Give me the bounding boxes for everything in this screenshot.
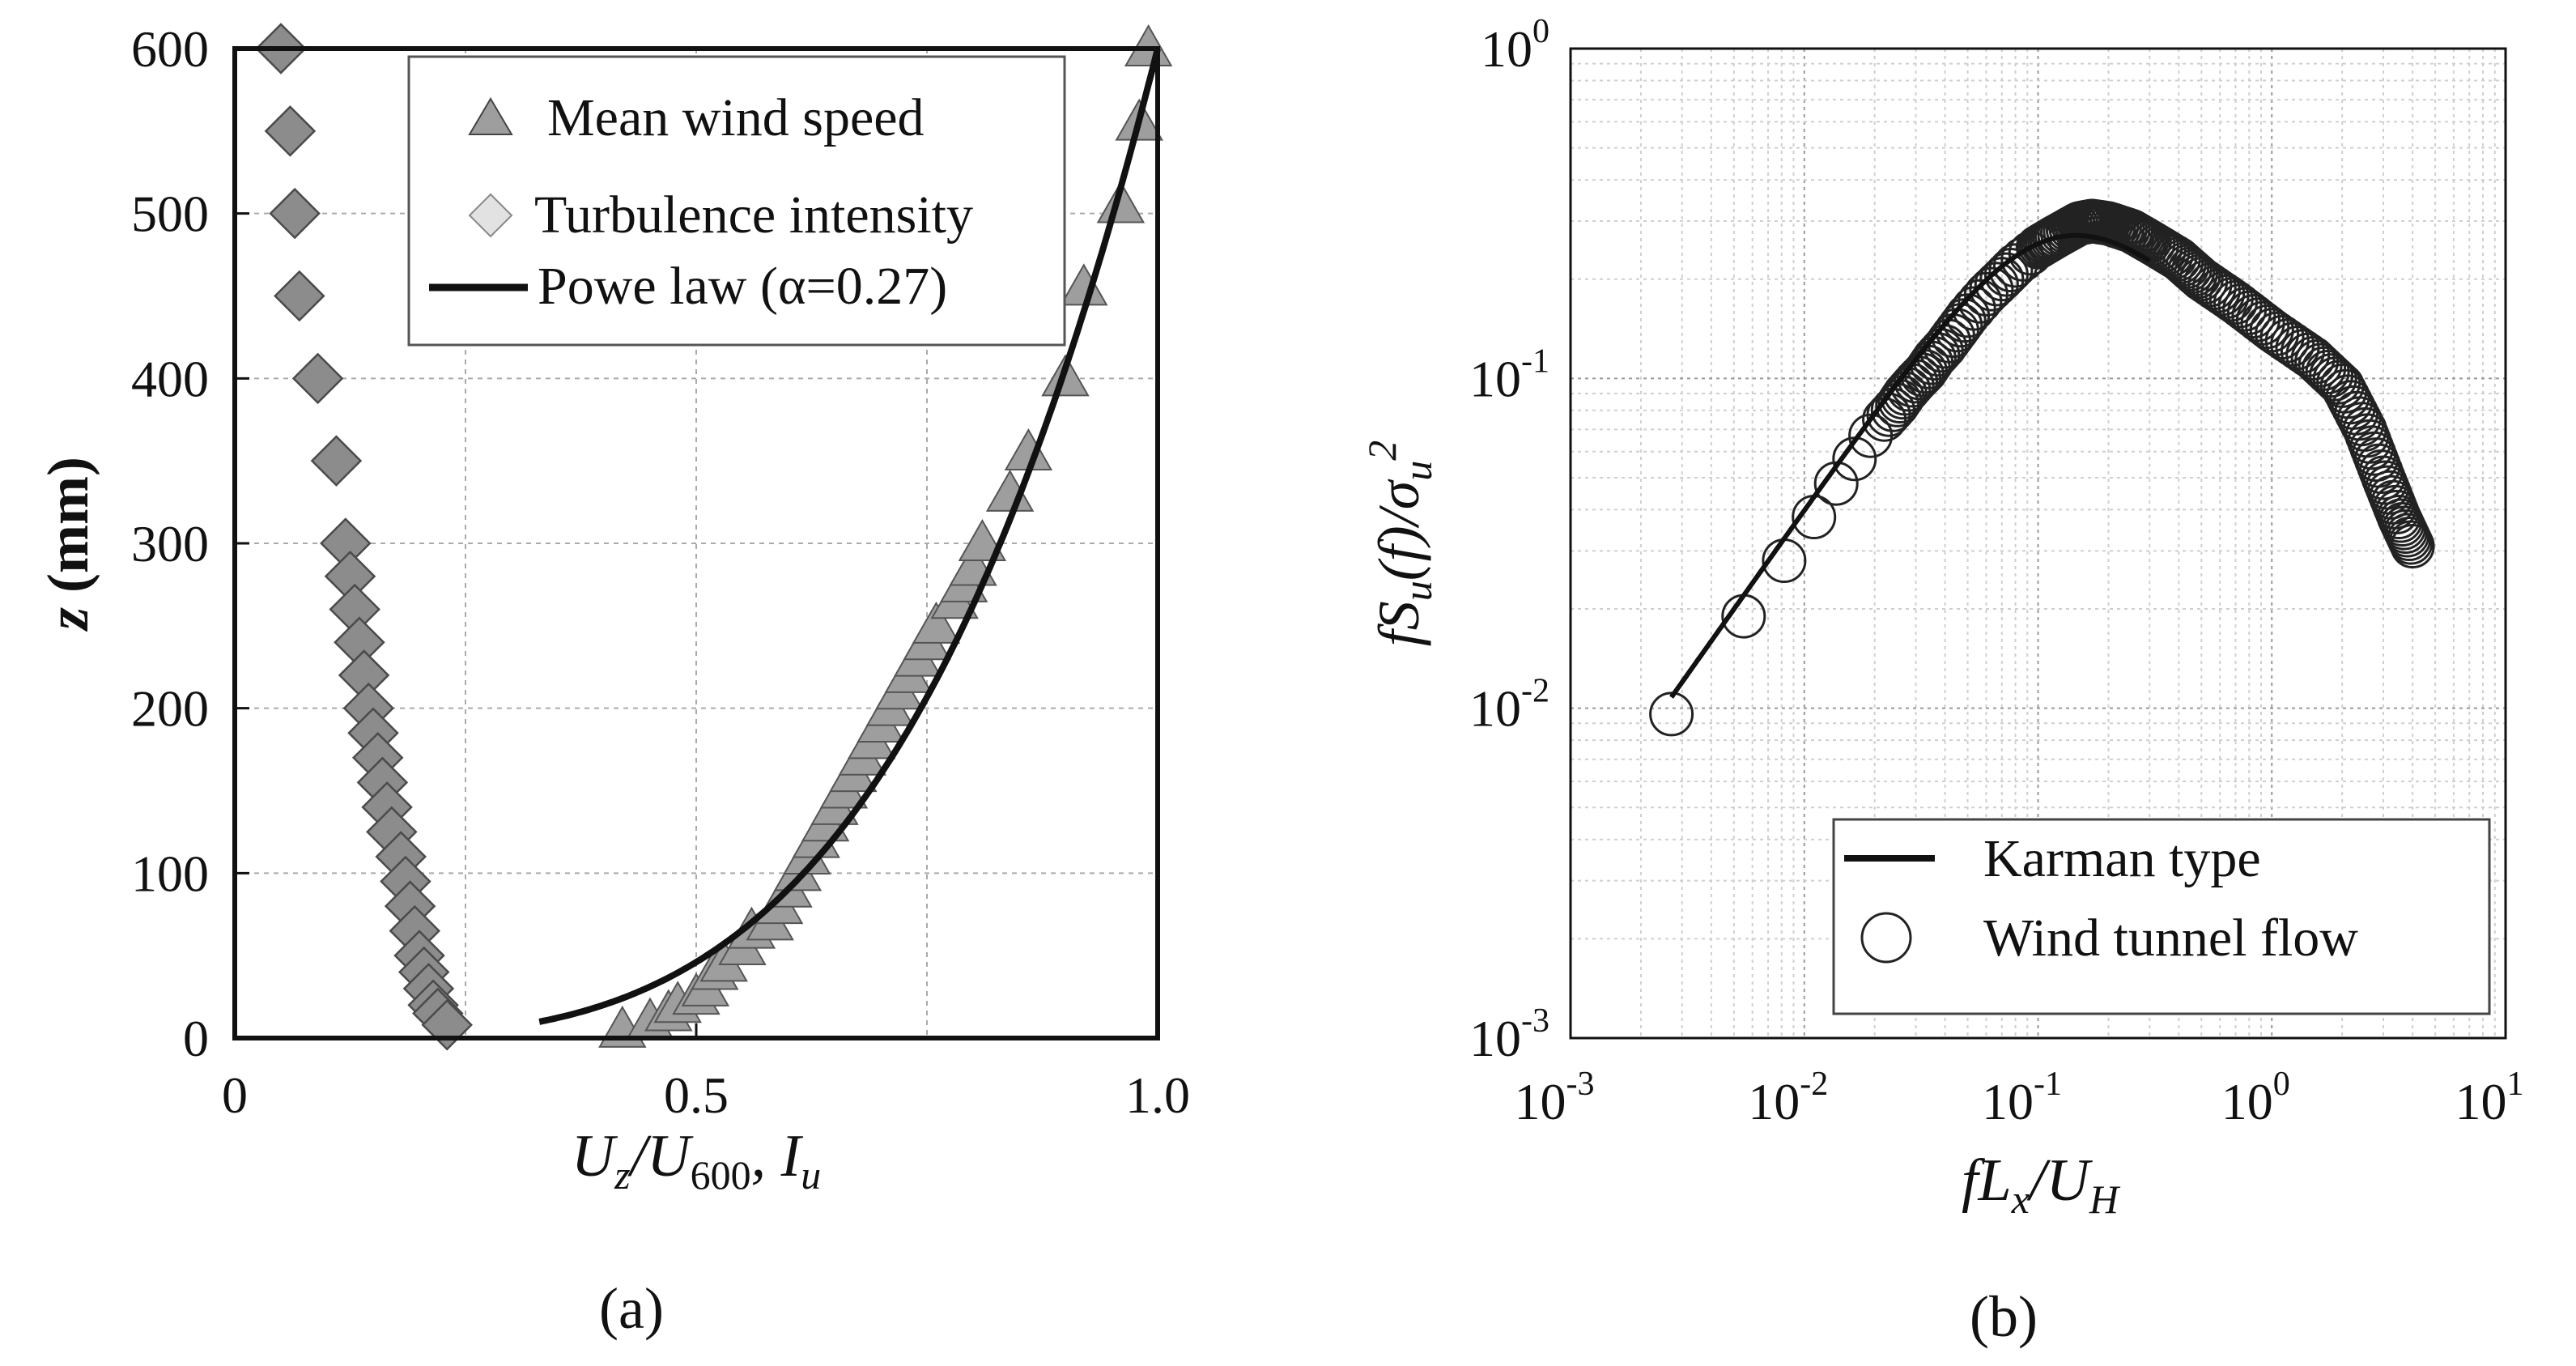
y-tick-label: 100 (1481, 13, 1549, 78)
turbulence-point (310, 435, 363, 487)
wind-tunnel-point (2385, 513, 2430, 558)
panel-b-y-axis-label: fSu(f)/σu2 (1359, 440, 1440, 646)
y-tick-label: 300 (131, 515, 209, 572)
panel-b: 10-3 10-2 10-1 100 101 10-3 10-2 10-1 100 Karman… (1359, 13, 2524, 1349)
mean-speed-point (1096, 181, 1146, 223)
legend-turbulence-intensity: Turbulence intensity (534, 185, 973, 245)
mean-speed-point (1124, 23, 1173, 66)
panel-b-x-axis-label: fLx/UH (1962, 1147, 2121, 1222)
panel-b-karman-series (1669, 232, 2151, 699)
wind-tunnel-point (2388, 520, 2434, 565)
panel-a-frame (232, 46, 1160, 1040)
turbulence-point (269, 187, 321, 240)
x-tick-label: 10-3 (1515, 1066, 1595, 1130)
x-tick-label: 0 (222, 1066, 248, 1124)
y-tick-label: 400 (131, 350, 209, 407)
panel-a-y-axis-label: z (mm) (36, 457, 100, 632)
legend-karman-type: Karman type (1983, 829, 2261, 888)
panel-a-ticks: 0 100 200 300 400 500 600 0 0.5 1.0 (131, 20, 1190, 1124)
panel-b-legend-box (1832, 818, 2491, 1015)
wind-tunnel-point (1951, 286, 1996, 331)
turbulence-point (291, 352, 344, 405)
legend-mean-wind-speed: Mean wind speed (547, 88, 925, 147)
legend-power-law: Powe law (α=0.27) (538, 257, 947, 316)
y-tick-label: 0 (183, 1010, 209, 1067)
mean-speed-point (912, 601, 961, 644)
y-tick-label: 10-1 (1469, 343, 1549, 407)
panel-a-turbulence-series (255, 23, 473, 1051)
legend-circle-icon (1860, 912, 1912, 964)
panel-b-caption: (b) (1970, 1284, 2038, 1349)
y-tick-label: 600 (131, 20, 209, 78)
x-tick-label: 100 (2221, 1066, 2290, 1130)
x-tick-label: 0.5 (664, 1066, 729, 1124)
wind-tunnel-point (1649, 692, 1694, 737)
y-tick-label: 200 (131, 680, 209, 738)
svg-text:fSu(f)/σu2: fSu(f)/σu2 (1359, 440, 1440, 646)
y-tick-label: 500 (131, 185, 209, 243)
y-tick-label: 10-3 (1469, 1002, 1549, 1067)
panel-b-legend: Karman type Wind tunnel flow (1832, 818, 2491, 1015)
wind-tunnel-point (2387, 517, 2432, 561)
panel-a-legend-box (407, 55, 1066, 347)
y-tick-label: 10-2 (1469, 673, 1549, 738)
legend-diamond-icon (468, 193, 513, 238)
legend-triangle-icon (468, 97, 513, 135)
panel-a-x-axis-label: Uz/U600, Iu (572, 1123, 822, 1198)
svg-text:z (mm): z (mm) (36, 457, 100, 632)
x-tick-label: 101 (2455, 1066, 2524, 1130)
power-law-line (538, 48, 1161, 1025)
panel-b-frame (1569, 47, 2507, 1040)
panel-a: 0 100 200 300 400 500 600 0 0.5 1.0 Mean wind spe… (36, 20, 1190, 1341)
legend-wind-tunnel-flow: Wind tunnel flow (1983, 909, 2358, 968)
panel-a-legend: Mean wind speed Turbulence intensity Pow… (407, 55, 1066, 347)
turbulence-point (274, 270, 325, 322)
panel-a-power-law-series (538, 48, 1161, 1025)
wind-tunnel-point (1969, 266, 2014, 312)
panel-b-wind-tunnel-series (1649, 198, 2435, 737)
karman-line (1669, 232, 2151, 699)
wind-tunnel-point (2200, 271, 2246, 317)
wind-tunnel-point (1974, 262, 2019, 307)
wind-tunnel-point (2390, 524, 2435, 568)
y-tick-label: 100 (131, 845, 209, 902)
x-tick-label: 1.0 (1125, 1066, 1190, 1124)
panel-a-caption: (a) (599, 1276, 664, 1341)
x-tick-label: 10-2 (1748, 1066, 1828, 1130)
turbulence-point (264, 105, 317, 157)
x-tick-label: 10-1 (1982, 1066, 2062, 1130)
panel-b-ticks: 10-3 10-2 10-1 100 101 10-3 10-2 10-1 100 (1469, 13, 2524, 1130)
wind-tunnel-point (2196, 268, 2241, 313)
